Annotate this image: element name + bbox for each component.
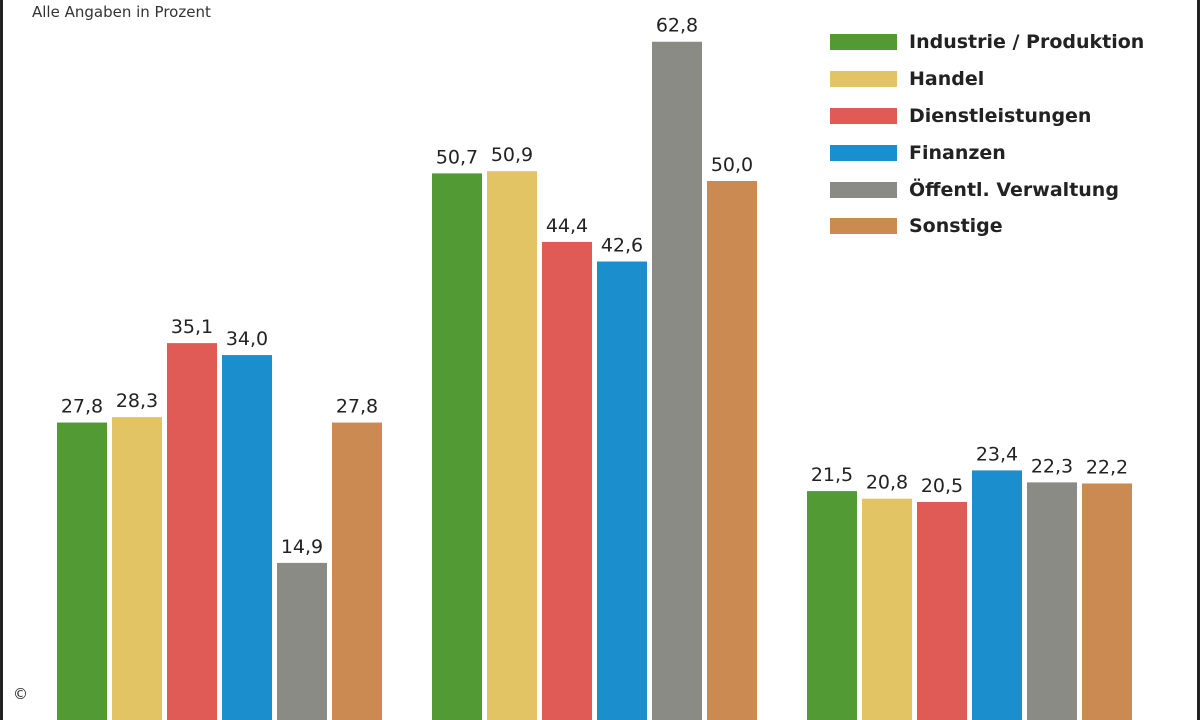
bar [277,562,327,720]
legend-item: Industrie / Produktion [830,24,1144,61]
bar [57,422,107,720]
legend-swatch [830,34,897,51]
bar [542,241,592,720]
legend-swatch [830,181,897,198]
bar-value-label: 14,9 [281,536,323,558]
bar-value-label: 22,2 [1086,456,1128,478]
bar [862,498,912,720]
legend-label: Sonstige [909,215,1003,238]
bar [807,491,857,720]
bar-value-label: 50,7 [436,146,478,168]
bar [972,470,1022,720]
bar [487,171,537,720]
bar-value-label: 28,3 [116,390,158,412]
bar-value-label: 34,0 [226,328,268,350]
chart-legend: Industrie / Produktion Handel Dienstleistu… [830,24,1144,245]
bar-value-label: 27,8 [61,396,103,418]
legend-label: Handel [909,68,985,91]
legend-label: Finanzen [909,141,1006,164]
bar-value-label: 20,8 [866,472,908,494]
bar [707,181,757,720]
legend-item: Öffentl. Verwaltung [830,171,1144,208]
bar [112,417,162,720]
bar [332,422,382,720]
legend-item: Handel [830,61,1144,98]
bar-value-label: 50,9 [491,144,533,166]
legend-item: Finanzen [830,134,1144,171]
bar-value-label: 42,6 [601,235,643,257]
bar-value-label: 35,1 [171,316,213,338]
bar [1082,483,1132,720]
bar [222,355,272,720]
bar-value-label: 20,5 [921,475,963,497]
bar-value-label: 27,8 [336,396,378,418]
bar-value-label: 50,0 [711,154,753,176]
chart-subtitle: Alle Angaben in Prozent [32,3,211,21]
legend-swatch [830,144,897,161]
bar-value-label: 44,4 [546,215,588,237]
bar [167,343,217,720]
legend-label: Dienstleistungen [909,104,1092,127]
bar-value-label: 21,5 [811,464,853,486]
bar [597,261,647,720]
bar [1027,482,1077,720]
bar-value-label: 23,4 [976,443,1018,465]
legend-swatch [830,71,897,88]
legend-item: Sonstige [830,208,1144,245]
legend-swatch [830,218,897,235]
legend-item: Dienstleistungen [830,98,1144,135]
copyright-mark: © [13,685,28,703]
legend-swatch [830,107,897,124]
bar-value-label: 62,8 [656,15,698,37]
bar [652,41,702,720]
bar [917,501,967,720]
bar-value-label: 22,3 [1031,455,1073,477]
bar [432,173,482,720]
legend-label: Öffentl. Verwaltung [909,178,1119,201]
legend-label: Industrie / Produktion [909,31,1145,54]
